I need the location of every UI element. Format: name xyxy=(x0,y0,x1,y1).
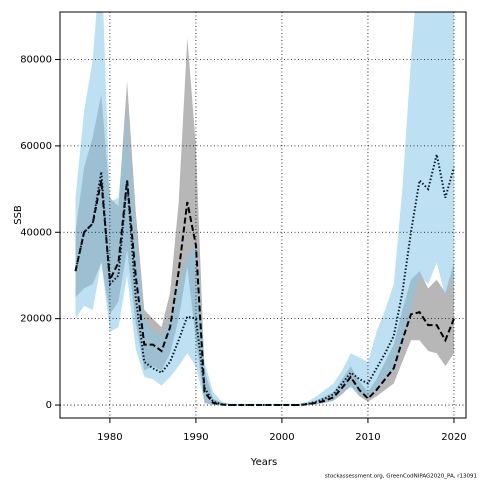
y-tick-label: 40000 xyxy=(20,227,52,238)
y-tick-label: 20000 xyxy=(20,314,52,325)
confidence-band xyxy=(75,37,454,406)
y-tick-label: 80000 xyxy=(20,55,52,66)
series-line xyxy=(74,154,455,407)
x-axis-label: Years xyxy=(250,457,277,468)
y-tick-label: 60000 xyxy=(20,141,52,152)
x-tick-label: 2020 xyxy=(441,432,466,443)
y-tick-label: 0 xyxy=(46,400,52,411)
x-tick-label: 2010 xyxy=(355,432,380,443)
x-tick-label: 1980 xyxy=(97,432,122,443)
x-tick-label: 1990 xyxy=(183,432,208,443)
footnote: stockassessment.org, GreenCodNIPAG2020_P… xyxy=(325,474,477,480)
y-axis-label: SSB xyxy=(13,205,24,225)
x-tick-label: 2000 xyxy=(269,432,294,443)
plot-frame xyxy=(59,11,467,419)
confidence-band xyxy=(75,12,454,406)
series-line xyxy=(74,180,455,407)
plot-area xyxy=(74,12,455,407)
